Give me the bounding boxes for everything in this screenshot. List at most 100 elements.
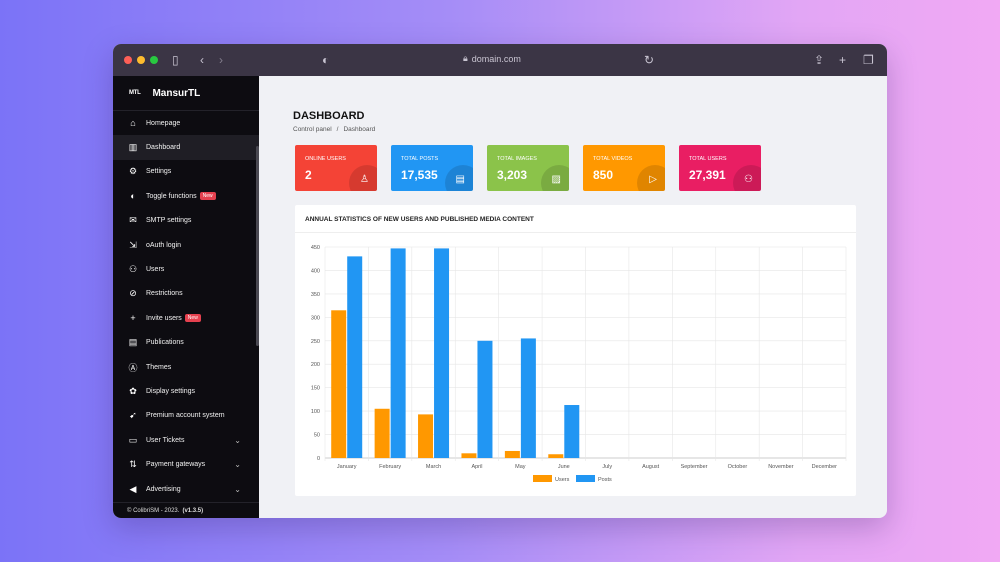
stat-card-total-posts[interactable]: TOTAL POSTS 17,535 ▤ [391,145,473,191]
share-icon[interactable]: ⇪ [814,53,825,67]
stat-card-total-users[interactable]: TOTAL USERS 27,391 ⚇ [679,145,761,191]
login-icon: ⇲ [129,239,137,250]
play-icon: ▷ [649,174,657,185]
bar-posts-february [390,248,406,458]
sidebar-item-oauth-login[interactable]: ⇲ oAuth login [113,233,259,257]
sidebar-item-label: SMTP settings [146,217,192,225]
address-bar[interactable]: 🔒︎ domain.com [463,53,521,64]
sidebar-item-payment-gateways[interactable]: ⇅ Payment gateways ⌄ [113,452,259,476]
sidebar-footer: © ColibriSM - 2023. (v1.3.5) [113,502,259,518]
bar-posts-january [347,256,363,458]
sidebar-item-invite-users[interactable]: + Invite users New [113,306,259,330]
toggle-icon: ◐ [130,191,136,202]
bar-users-may [504,450,520,458]
minimize-window-button[interactable] [137,56,145,64]
stat-card-value: 2 [305,168,312,182]
publication-icon: ▤ [128,337,138,348]
stat-card-label: ONLINE USERS [305,156,346,162]
maximize-window-button[interactable] [150,56,158,64]
sidebar-item-user-tickets[interactable]: ▭ User Tickets ⌄ [113,428,259,452]
sidebar-nav: ⌂ Homepage ▥ Dashboard ⚙ Settings ◐ Toggle func… [113,111,259,501]
image-icon: ▨ [551,174,561,185]
tabs-overview-icon[interactable]: ❐ [863,53,874,67]
brand-logo: MTL [129,90,141,96]
x-tick-label: June [558,464,570,470]
back-icon[interactable]: ‹ [200,53,204,67]
sidebar-item-label: User Tickets [146,436,185,444]
legend-swatch-users [533,475,552,482]
stat-card-decor [637,165,665,191]
sidebar-item-dashboard[interactable]: ▥ Dashboard [113,135,259,160]
stat-card-value: 17,535 [401,168,438,182]
mail-icon: ✉ [129,215,137,226]
x-tick-label: March [426,464,441,470]
sidebar-item-smtp-settings[interactable]: ✉ SMTP settings [113,209,259,233]
sidebar-item-toggle-functions[interactable]: ◐ Toggle functions New [113,184,259,208]
browser-window: ▯ ‹ › ◐ 🔒︎ domain.com ↻ ⇪ + ❐ MTL Mansur… [113,44,887,518]
close-window-button[interactable] [124,56,132,64]
sidebar-item-publications[interactable]: ▤ Publications [113,331,259,355]
stat-card-value: 850 [593,168,614,182]
stat-card-decor [733,165,761,191]
x-tick-label: July [602,464,612,470]
y-tick-label: 200 [311,362,320,368]
bar-users-june [548,454,564,458]
breadcrumb-separator: / [336,126,339,133]
sidebar: MTL MansurTL ⌂ Homepage ▥ Dashboard ⚙ Setting… [113,76,259,518]
sidebar-item-homepage[interactable]: ⌂ Homepage [113,111,259,135]
main-content: DASHBOARD Control panel / Dashboard ONLINE… [259,76,887,518]
x-tick-label: October [728,464,748,470]
reload-icon[interactable]: ↻ [644,53,655,67]
y-tick-label: 250 [311,339,320,345]
sidebar-item-label: Restrictions [146,290,183,298]
privacy-shield-icon[interactable]: ◐ [322,53,330,67]
x-tick-label: September [681,464,708,470]
breadcrumb-control-panel[interactable]: Control panel [293,126,332,133]
bar-chart: 0 50 100 150 200 250 300 350 400 450 January Februa… [311,245,847,483]
stat-card-total-videos[interactable]: TOTAL VIDEOS 850 ▷ [583,145,665,191]
y-tick-label: 400 [311,268,320,274]
stat-card-online-users[interactable]: ONLINE USERS 2 ♙ [295,145,377,191]
sidebar-toggle-icon[interactable]: ▯ [172,53,179,67]
sidebar-item-premium-account-system[interactable]: ➹ Premium account system [113,404,259,428]
stat-card-total-images[interactable]: TOTAL IMAGES 3,203 ▨ [487,145,569,191]
x-tick-label: November [768,464,794,470]
url-text: domain.com [471,53,521,64]
brand[interactable]: MTL MansurTL [113,76,259,111]
bar-posts-june [564,405,580,458]
sidebar-item-restrictions[interactable]: ⊘ Restrictions [113,282,259,306]
y-tick-label: 50 [314,433,320,439]
megaphone-icon: ◀ [129,483,137,494]
sidebar-scrollbar[interactable] [256,146,259,346]
transfer-icon: ⇅ [129,459,137,470]
ticket-icon: ▭ [128,434,138,445]
forward-icon[interactable]: › [219,53,223,67]
sidebar-item-settings[interactable]: ⚙ Settings [113,160,259,184]
sidebar-item-label: Users [146,266,165,274]
x-tick-label: August [642,464,660,470]
y-tick-label: 0 [317,456,320,462]
new-badge: New [199,192,216,201]
chevron-down-icon: ⌄ [234,484,241,494]
stat-card-decor [541,165,569,191]
sidebar-item-themes[interactable]: Ⓐ Themes [113,355,259,379]
legend-label-posts: Posts [598,477,612,483]
legend-label-users: Users [555,477,570,483]
y-tick-label: 450 [311,245,320,251]
x-tick-label: May [515,464,526,470]
chart-title: ANNUAL STATISTICS OF NEW USERS AND PUBLI… [305,216,534,223]
restriction-icon: ⊘ [129,288,137,299]
stat-card-value: 3,203 [497,168,528,182]
bar-users-january [331,310,347,458]
new-tab-icon[interactable]: + [839,53,847,67]
chevron-down-icon: ⌄ [234,460,241,470]
browser-titlebar: ▯ ‹ › ◐ 🔒︎ domain.com ↻ ⇪ + ❐ [113,44,887,76]
sidebar-item-display-settings[interactable]: ✿ Display settings [113,379,259,403]
sidebar-item-advertising[interactable]: ◀ Advertising ⌄ [113,477,259,501]
sidebar-item-label: oAuth login [146,241,182,249]
new-badge: New [184,314,201,323]
y-tick-label: 350 [311,292,320,298]
sidebar-item-users[interactable]: ⚇ Users [113,257,259,281]
sidebar-item-label: Premium account system [146,412,225,420]
users-icon: ⚇ [128,264,138,275]
